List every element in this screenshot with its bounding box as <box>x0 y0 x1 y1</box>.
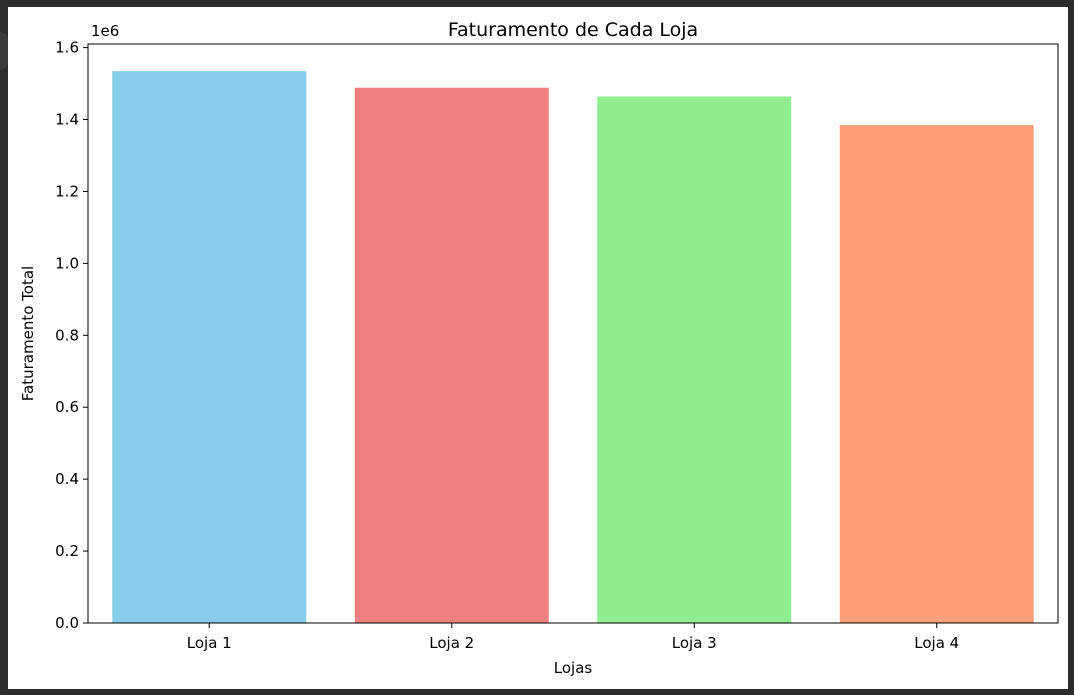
y-tick-label: 1.2 <box>55 182 79 200</box>
figure-canvas: 0.0 0.2 0.4 0.6 0.8 1.0 1.2 1.4 1.6 Loja 1 Loja 2… <box>8 7 1068 689</box>
y-tick-label: 1.6 <box>55 39 79 57</box>
y-tick-label: 1.4 <box>55 111 79 129</box>
bars-group <box>112 71 1034 624</box>
y-axis: 0.0 0.2 0.4 0.6 0.8 1.0 1.2 1.4 1.6 <box>55 39 88 632</box>
collapse-tab[interactable] <box>0 32 8 70</box>
y-tick-label: 0.6 <box>55 398 79 416</box>
chart-title: Faturamento de Cada Loja <box>448 19 698 41</box>
y-axis-label: Faturamento Total <box>19 266 37 401</box>
y-tick-label: 0.4 <box>55 470 79 488</box>
x-axis-label: Lojas <box>554 659 593 677</box>
bar-loja-1 <box>112 71 307 624</box>
plot-area-frame <box>87 43 1059 624</box>
bar-loja-2 <box>354 87 549 624</box>
bar-loja-3 <box>597 96 792 623</box>
bar-loja-4 <box>839 125 1034 624</box>
x-axis: Loja 1 Loja 2 Loja 3 Loja 4 <box>187 623 959 652</box>
x-tick-label: Loja 1 <box>187 634 232 652</box>
x-tick-label: Loja 4 <box>914 634 959 652</box>
bar-chart: 0.0 0.2 0.4 0.6 0.8 1.0 1.2 1.4 1.6 Loja 1 Loja 2… <box>19 19 1059 677</box>
y-tick-label: 0.0 <box>55 614 79 632</box>
y-offset-label: 1e6 <box>91 22 119 40</box>
y-tick-label: 0.2 <box>55 542 79 560</box>
x-tick-label: Loja 2 <box>429 634 474 652</box>
y-tick-label: 0.8 <box>55 326 79 344</box>
y-tick-label: 1.0 <box>55 254 79 272</box>
x-tick-label: Loja 3 <box>672 634 717 652</box>
